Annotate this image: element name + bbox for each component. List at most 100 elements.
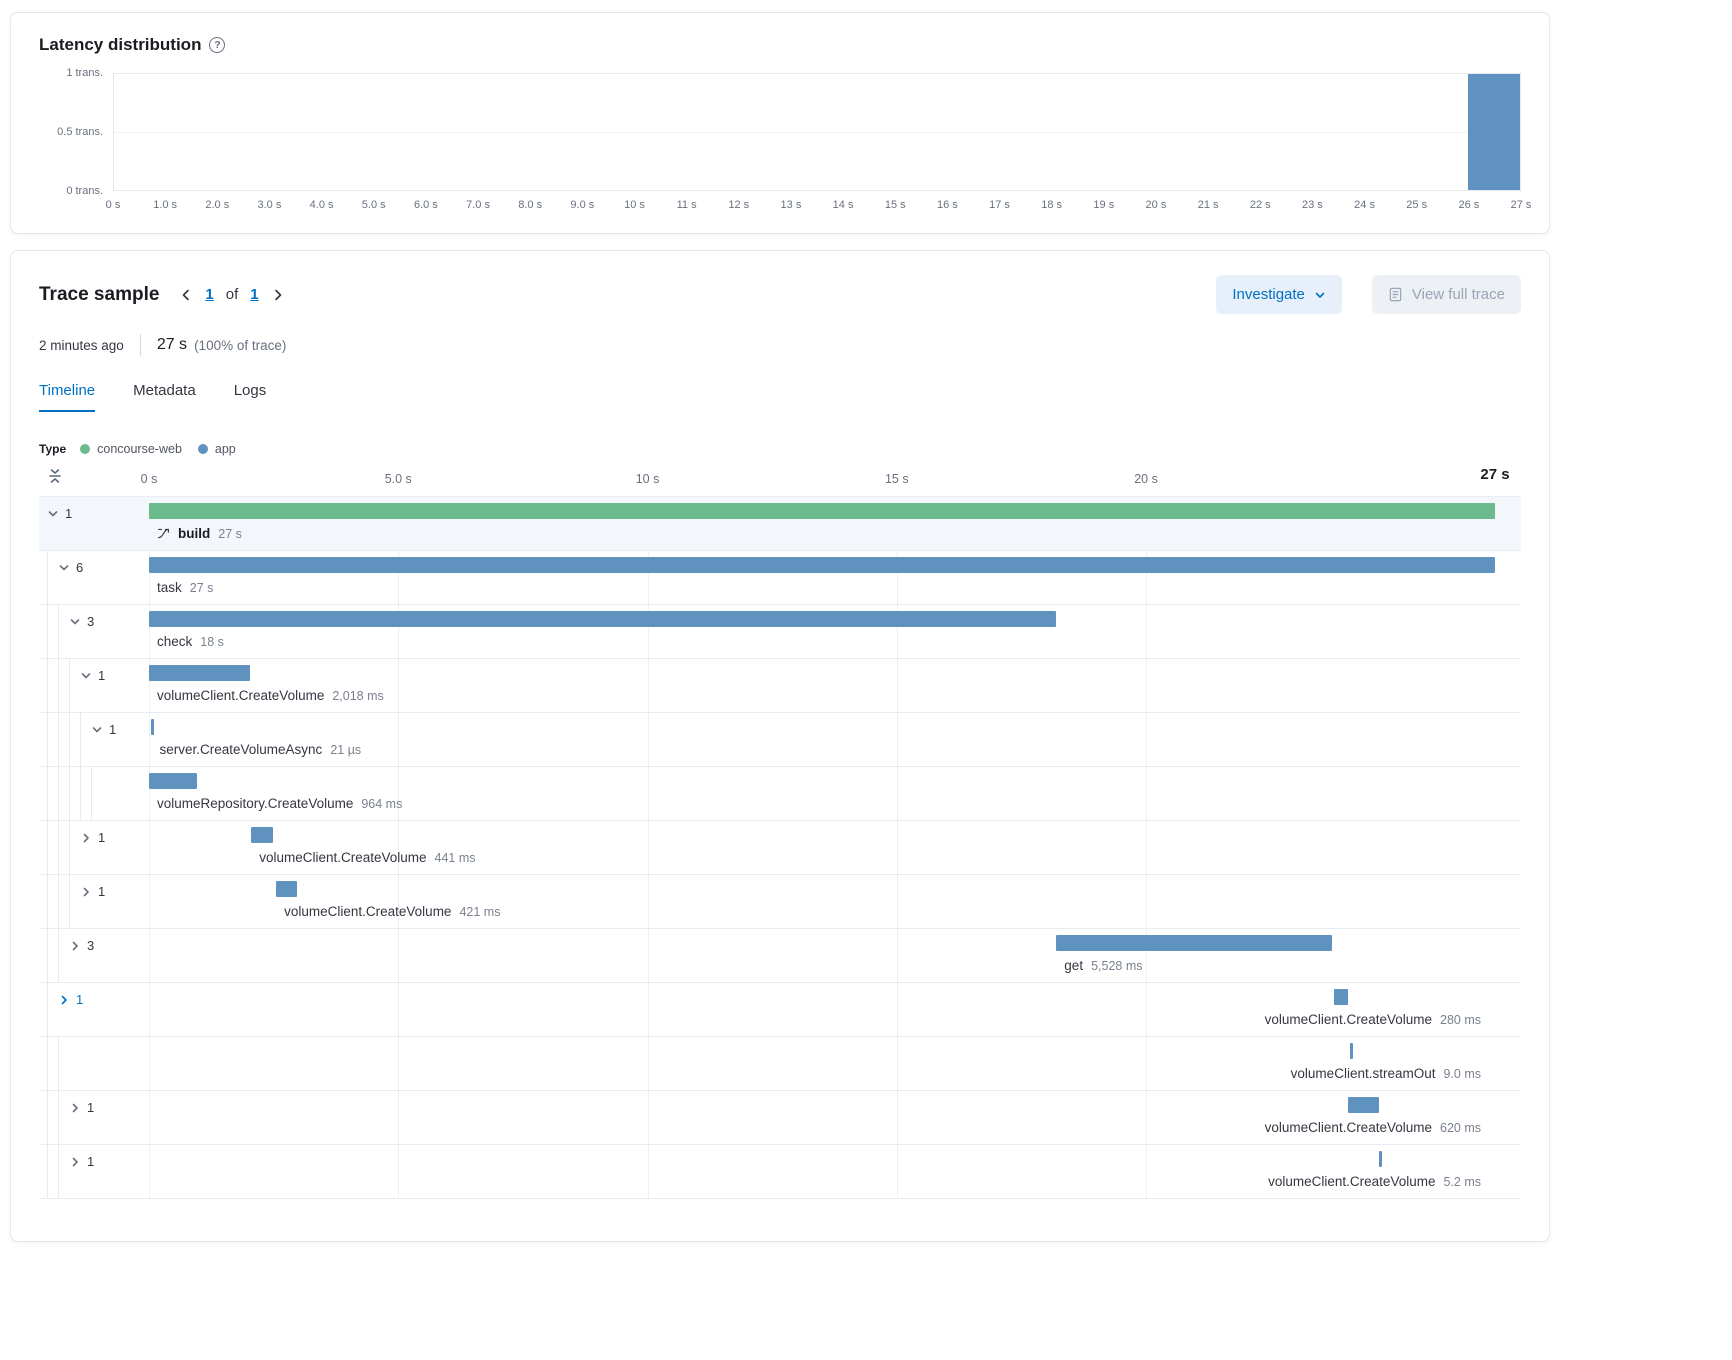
span-bar[interactable] [1334,989,1349,1005]
latency-plot [113,73,1521,191]
timeline-axis-tick: 0 s [140,472,158,486]
expand-row-button[interactable]: 1 [69,1154,94,1169]
expand-row-button[interactable]: 1 [58,992,83,1007]
waterfall-row[interactable]: 1 volumeClient.CreateVolume 441 ms [39,821,1521,875]
span-bar[interactable] [1347,1097,1379,1113]
span-bar[interactable] [149,665,250,681]
child-count: 1 [65,506,73,521]
span-bar[interactable] [151,719,155,735]
span-bar[interactable] [149,773,198,789]
collapse-row-button[interactable]: 6 [58,560,83,575]
waterfall-row[interactable]: 1 volumeClient.CreateVolume 280 ms [39,983,1521,1037]
chevron-down-icon [70,618,80,624]
expand-row-button[interactable]: 1 [69,1100,94,1115]
waterfall-row[interactable]: 1 volumeClient.CreateVolume 620 ms [39,1091,1521,1145]
waterfall-row[interactable]: 1 server.CreateVolumeAsync 21 µs [39,713,1521,767]
span-bar[interactable] [1056,935,1332,951]
latency-x-tick: 4.0 s [309,199,334,211]
latency-histogram-bar[interactable] [1467,74,1520,190]
total-pages-link[interactable]: 1 [250,286,259,303]
legend-item-concourse-web: concourse-web [80,442,182,456]
span-duration: 280 ms [1440,1012,1481,1027]
trace-age: 2 minutes ago [39,337,124,353]
legend-item-label: concourse-web [97,442,182,456]
investigate-button[interactable]: Investigate [1216,275,1342,314]
current-page-link[interactable]: 1 [205,286,214,303]
latency-x-tick: 25 s [1406,199,1428,211]
next-trace-icon[interactable] [271,288,285,302]
tree-guide-line [80,713,81,766]
pagination-of-label: of [225,286,239,303]
collapse-row-button[interactable]: 3 [69,614,94,629]
span-label: volumeClient.CreateVolume 421 ms [284,904,500,919]
span-name: volumeClient.CreateVolume [157,688,325,703]
latency-x-tick: 27 s [1510,199,1532,211]
span-label: build 27 s [157,526,242,541]
tab-timeline[interactable]: Timeline [39,382,96,412]
latency-x-tick: 3.0 s [257,199,282,211]
chevron-down-icon [81,672,91,678]
expand-row-button[interactable]: 1 [80,830,105,845]
transaction-icon [157,527,170,540]
latency-x-tick: 20 s [1145,199,1167,211]
collapse-row-button[interactable]: 1 [80,668,105,683]
span-label: get 5,528 ms [1064,958,1142,973]
waterfall-row[interactable]: 3 get 5,528 ms [39,929,1521,983]
latency-x-axis: 0 s 1.0 s 2.0 s 3.0 s 4.0 s 5.0 s 6.0 s 7.0 s 8.… [106,199,1532,215]
help-icon[interactable]: ? [209,37,226,53]
tree-guide-line [58,821,59,874]
latency-x-tick: 19 s [1093,199,1115,211]
latency-x-tick: 8.0 s [518,199,543,211]
span-bar[interactable] [149,503,1495,519]
span-label: volumeClient.CreateVolume 620 ms [1265,1120,1481,1135]
waterfall-row[interactable]: 6 task 27 s [39,551,1521,605]
expand-row-button[interactable]: 1 [80,884,105,899]
waterfall-row[interactable]: 3 check 18 s [39,605,1521,659]
span-bar[interactable] [149,611,1057,627]
collapse-all-icon[interactable] [47,468,63,484]
chevron-right-icon [72,941,78,950]
tree-guide-line [58,1145,59,1198]
latency-x-tick: 16 s [936,199,958,211]
latency-y-tick: 0 trans. [66,185,103,197]
span-label: volumeClient.CreateVolume 5.2 ms [1268,1174,1481,1189]
waterfall-row[interactable]: 1 build 27 s [39,497,1521,551]
span-bar[interactable] [149,557,1495,573]
span-name: volumeClient.streamOut [1290,1066,1436,1081]
tab-logs[interactable]: Logs [233,382,267,399]
tree-guide-line [47,659,48,712]
span-bar[interactable] [1350,1043,1354,1059]
tree-guide-line [47,983,48,1036]
document-icon [1389,287,1402,302]
waterfall-row[interactable]: volumeRepository.CreateVolume 964 ms [39,767,1521,821]
latency-x-tick: 17 s [989,199,1010,211]
waterfall-row[interactable]: 1 volumeClient.CreateVolume 421 ms [39,875,1521,929]
tree-guide-line [58,1037,59,1090]
waterfall-row[interactable]: 1 volumeClient.CreateVolume 5.2 ms [39,1145,1521,1199]
collapse-row-button[interactable]: 1 [91,722,116,737]
span-bar[interactable] [1379,1151,1383,1167]
span-name: volumeClient.CreateVolume [1268,1174,1436,1189]
tree-guide-line [58,875,59,928]
view-full-trace-button[interactable]: View full trace [1371,275,1521,314]
child-count: 1 [76,992,84,1007]
latency-x-tick: 13 s [780,199,802,211]
span-bar[interactable] [276,881,298,897]
expand-row-button[interactable]: 3 [69,938,94,953]
tree-guide-line [47,1037,48,1090]
chevron-right-icon [72,1103,78,1112]
tab-metadata[interactable]: Metadata [133,382,196,399]
span-name: volumeClient.CreateVolume [1264,1012,1432,1027]
tree-guide-line [47,875,48,928]
span-bar[interactable] [251,827,274,843]
collapse-row-button[interactable]: 1 [47,506,72,521]
type-legend: Type concourse-web app [39,442,1521,456]
timeline-gridline [1146,497,1148,1199]
span-label: volumeClient.CreateVolume 2,018 ms [157,688,384,703]
waterfall-row[interactable]: volumeClient.streamOut 9.0 ms [39,1037,1521,1091]
prev-trace-icon[interactable] [179,288,193,302]
tree-guide-line [69,659,70,712]
tree-guide-line [47,713,48,766]
span-duration: 2,018 ms [332,688,384,703]
waterfall-row[interactable]: 1 volumeClient.CreateVolume 2,018 ms [39,659,1521,713]
